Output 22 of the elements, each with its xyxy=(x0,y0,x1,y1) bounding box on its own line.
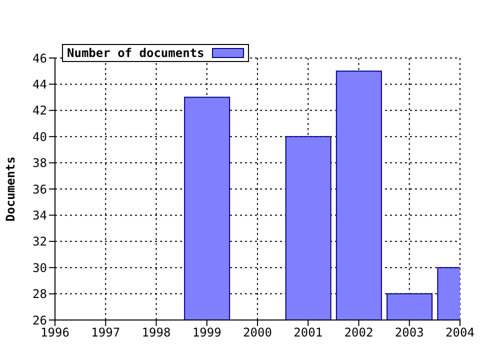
y-tick-label: 40 xyxy=(32,130,47,144)
y-tick-label: 32 xyxy=(32,234,47,249)
y-tick-label: 30 xyxy=(32,260,47,275)
x-tick-label: 1996 xyxy=(40,326,70,340)
y-axis-title: Documents xyxy=(3,156,18,222)
y-tick-label: 28 xyxy=(32,287,47,302)
x-tick-label: 1999 xyxy=(192,326,222,340)
y-tick-label: 38 xyxy=(32,156,47,170)
x-tick-label: 2004 xyxy=(446,326,474,340)
y-tick-label: 46 xyxy=(32,51,47,66)
y-tick-label: 44 xyxy=(32,77,47,92)
x-tick-label: 2003 xyxy=(394,326,424,340)
y-tick-label: 34 xyxy=(32,208,47,222)
x-tick-label: 2002 xyxy=(344,326,374,340)
y-tick-label: 36 xyxy=(32,182,47,196)
legend-label: Number of documents xyxy=(67,46,204,60)
x-tick-label: 2000 xyxy=(243,326,272,340)
y-tick-label: 42 xyxy=(32,104,47,118)
x-tick-label: 1997 xyxy=(91,326,120,340)
x-tick-label: 2001 xyxy=(294,326,323,340)
y-tick-label: 26 xyxy=(32,313,47,328)
x-tick-label: 1998 xyxy=(142,326,171,340)
